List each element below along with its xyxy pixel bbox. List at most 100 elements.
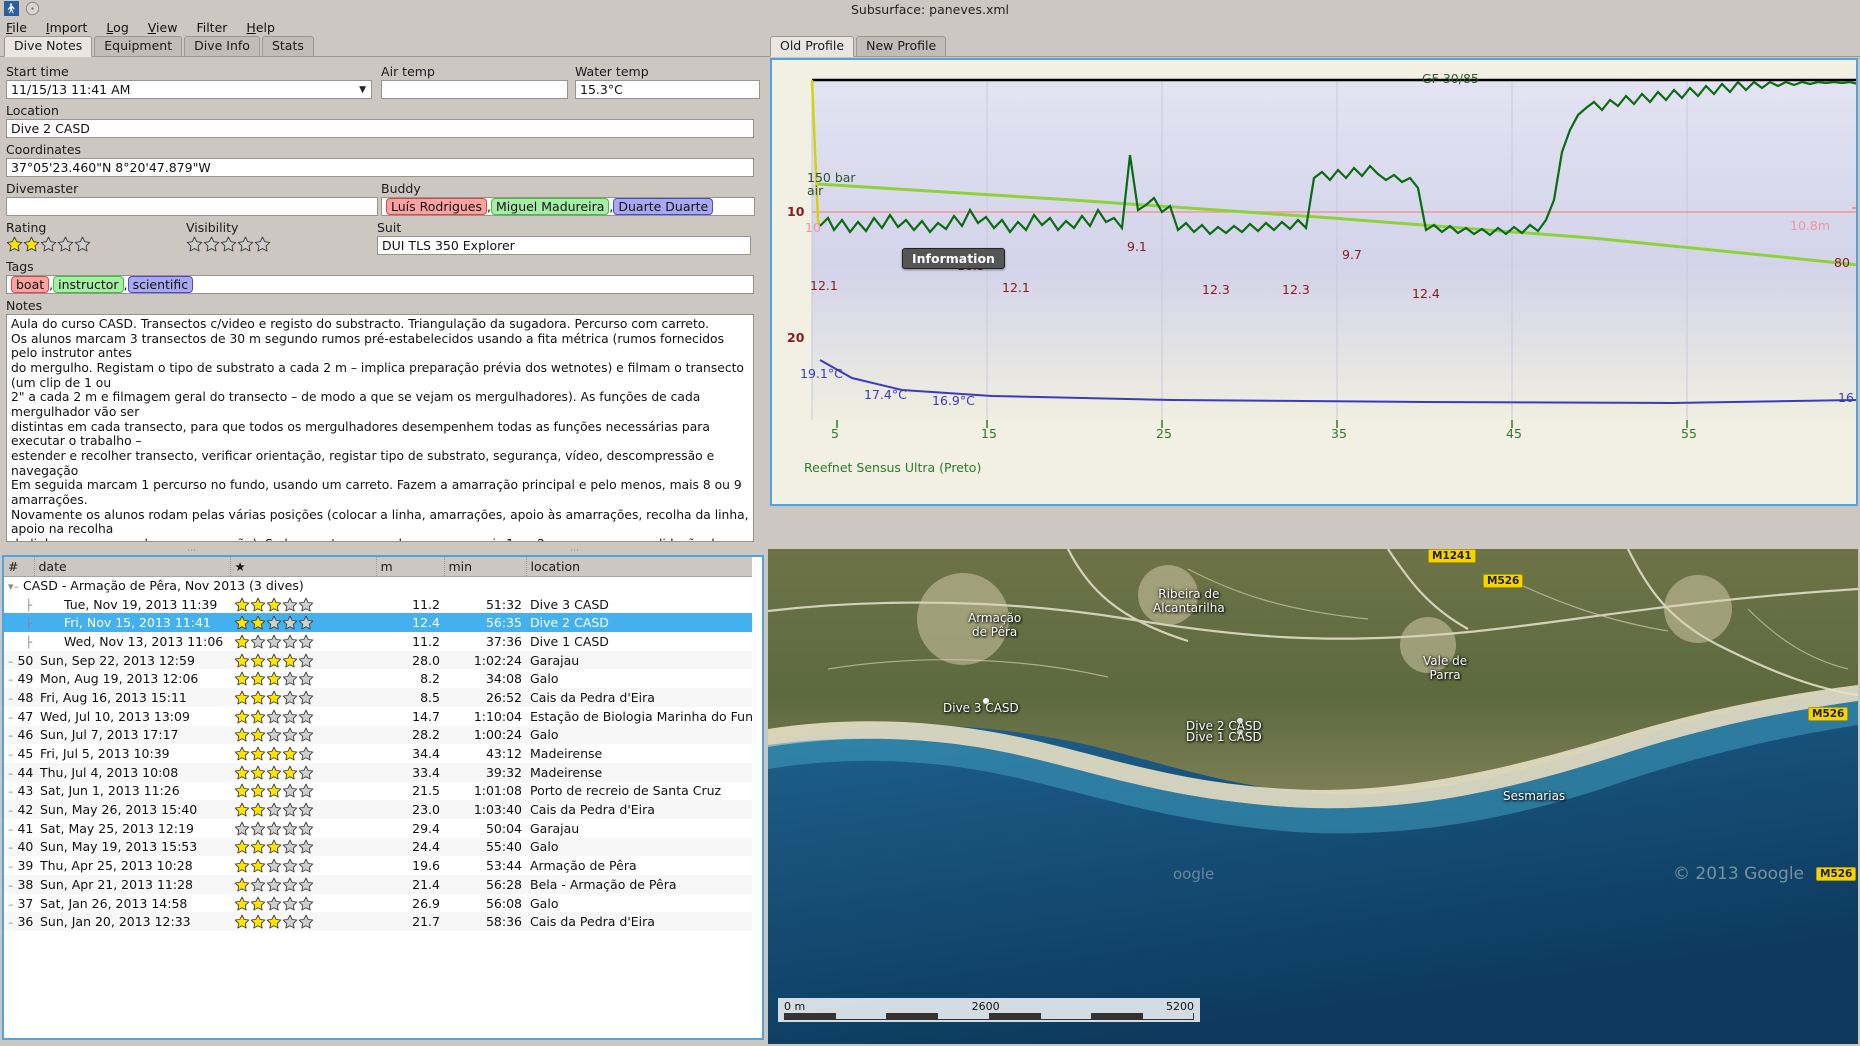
star-icon bbox=[234, 783, 250, 798]
table-row[interactable]: – 39 Thu, Apr 25, 2013 10:28 19.6 53:44 Arma… bbox=[4, 856, 752, 875]
menu-view[interactable]: View bbox=[147, 20, 178, 35]
column-header-duration[interactable]: min bbox=[444, 557, 527, 577]
table-row[interactable]: – 43 Sat, Jun 1, 2013 11:26 21.5 1:01:08 Por… bbox=[4, 782, 752, 801]
row-rating-stars bbox=[234, 839, 372, 854]
chevron-down-icon[interactable]: ▼ bbox=[359, 85, 367, 95]
column-header-number[interactable]: # bbox=[4, 557, 35, 577]
tab-new-profile[interactable]: New Profile bbox=[856, 36, 947, 56]
circle-icon bbox=[25, 1, 40, 16]
star-icon bbox=[282, 727, 298, 742]
table-row[interactable]: – 38 Sun, Apr 21, 2013 11:28 21.4 56:28 Bela… bbox=[4, 875, 752, 894]
table-row[interactable]: – 40 Sun, May 19, 2013 15:53 24.4 55:40 Galo bbox=[4, 837, 752, 857]
menu-import[interactable]: Import bbox=[45, 20, 88, 35]
tab-dive-notes[interactable]: Dive Notes bbox=[4, 36, 93, 57]
table-row[interactable]: – 44 Thu, Jul 4, 2013 10:08 33.4 39:32 Madei… bbox=[4, 762, 752, 782]
star-5[interactable] bbox=[74, 236, 91, 252]
menu-log[interactable]: Log bbox=[106, 20, 129, 35]
cell-location: Cais da Pedra d'Eira bbox=[526, 912, 752, 932]
tag-chip-1[interactable]: instructor bbox=[53, 276, 124, 293]
table-row[interactable]: – 45 Fri, Jul 5, 2013 10:39 34.4 43:12 Madei… bbox=[4, 744, 752, 763]
buddy-chip-2[interactable]: Duarte Duarte bbox=[613, 198, 714, 215]
buddy-input[interactable]: Luís Rodrigues, Miguel Madureira, Duarte D… bbox=[381, 197, 755, 216]
star-icon bbox=[234, 802, 250, 817]
start-time-input[interactable]: 11/15/13 11:41 AM ▼ bbox=[6, 80, 373, 99]
dive-map[interactable]: © 2013 Google oogle Armação de Pêra Ribei… bbox=[768, 549, 1858, 1044]
column-header-depth[interactable]: m bbox=[376, 557, 445, 577]
star-1[interactable] bbox=[6, 236, 23, 252]
star-2[interactable] bbox=[23, 236, 40, 252]
table-row[interactable]: – 48 Fri, Aug 16, 2013 15:11 8.5 26:52 Cais … bbox=[4, 688, 752, 707]
star-5[interactable] bbox=[254, 236, 271, 252]
table-row[interactable]: – 49 Mon, Aug 19, 2013 12:06 8.2 34:08 Galo bbox=[4, 669, 752, 688]
divemaster-label: Divemaster bbox=[6, 181, 79, 196]
expand-chevron-icon[interactable]: ▾– bbox=[8, 580, 20, 594]
table-row[interactable]: – 50 Sun, Sep 22, 2013 12:59 28.0 1:02:24 Ga… bbox=[4, 650, 752, 670]
star-4[interactable] bbox=[237, 236, 254, 252]
tab-stats[interactable]: Stats bbox=[261, 36, 314, 56]
visibility-stars[interactable] bbox=[186, 236, 374, 252]
menu-filter[interactable]: Filter bbox=[196, 20, 228, 35]
tab-dive-info[interactable]: Dive Info bbox=[184, 36, 260, 56]
profile-area: GF 30/85 150 bar air 10 20 10 10.8m 80 1… bbox=[768, 58, 1860, 568]
cell-depth: 29.4 bbox=[412, 820, 440, 836]
column-header-date[interactable]: date bbox=[34, 557, 231, 577]
row-rating-stars bbox=[234, 615, 372, 630]
table-row[interactable]: ├ Fri, Nov 15, 2013 11:41 12.4 56:35 Dive 2… bbox=[4, 613, 752, 633]
star-icon bbox=[250, 765, 266, 780]
tab-old-profile[interactable]: Old Profile bbox=[770, 36, 855, 57]
star-icon bbox=[282, 765, 298, 780]
cell-duration: 58:36 bbox=[444, 912, 526, 932]
star-1[interactable] bbox=[186, 236, 203, 252]
ceiling-small-label: 10 bbox=[805, 220, 821, 235]
row-rating-stars bbox=[234, 821, 372, 836]
star-icon bbox=[298, 653, 314, 668]
map-label-1: Ribeira de Alcantarilha bbox=[1153, 587, 1225, 615]
table-row[interactable]: – 37 Sat, Jan 26, 2013 14:58 26.9 56:08 Galo bbox=[4, 894, 752, 913]
star-3[interactable] bbox=[220, 236, 237, 252]
information-button[interactable]: Information bbox=[902, 248, 1005, 269]
time-tick-45: 45 bbox=[1506, 426, 1522, 441]
tab-equipment[interactable]: Equipment bbox=[94, 36, 183, 56]
location-input[interactable]: Dive 2 CASD bbox=[6, 119, 754, 138]
star-icon bbox=[298, 783, 314, 798]
notes-textarea[interactable]: Aula do curso CASD. Transectos c/video e… bbox=[6, 314, 754, 542]
tag-chip-0[interactable]: boat bbox=[11, 276, 50, 293]
table-row[interactable]: – 47 Wed, Jul 10, 2013 13:09 14.7 1:10:04 Es… bbox=[4, 707, 752, 726]
menu-file[interactable]: File bbox=[6, 20, 27, 35]
right-temp-label: 16 bbox=[1838, 390, 1854, 405]
cell-number: ├ bbox=[4, 595, 34, 614]
map-label-0: Armação de Pêra bbox=[968, 611, 1022, 639]
table-row[interactable]: ├ Wed, Nov 13, 2013 11:06 11.2 37:36 Dive 1… bbox=[4, 632, 752, 651]
dive-group-row[interactable]: ▾– CASD - Armação de Pêra, Nov 2013 (3 d… bbox=[4, 576, 752, 595]
table-row[interactable]: – 46 Sun, Jul 7, 2013 17:17 28.2 1:00:24 Gal… bbox=[4, 725, 752, 745]
suit-input[interactable]: DUI TLS 350 Explorer bbox=[377, 236, 751, 255]
buddy-chip-1[interactable]: Miguel Madureira bbox=[491, 198, 610, 215]
cell-duration: 39:32 bbox=[444, 762, 526, 782]
star-icon bbox=[250, 914, 266, 929]
air-temp-input[interactable] bbox=[381, 80, 568, 99]
column-header-rating[interactable]: ★ bbox=[230, 557, 377, 577]
column-header-location[interactable]: location bbox=[526, 557, 752, 577]
table-row[interactable]: – 36 Sun, Jan 20, 2013 12:33 21.7 58:36 Cais… bbox=[4, 912, 752, 932]
star-3[interactable] bbox=[40, 236, 57, 252]
row-rating-stars bbox=[234, 858, 372, 873]
dive-profile-chart[interactable]: GF 30/85 150 bar air 10 20 10 10.8m 80 1… bbox=[770, 58, 1858, 506]
star-2[interactable] bbox=[203, 236, 220, 252]
coordinates-input[interactable]: 37°05'23.460"N 8°20'47.879"W bbox=[6, 158, 754, 177]
star-4[interactable] bbox=[57, 236, 74, 252]
table-row[interactable]: – 41 Sat, May 25, 2013 12:19 29.4 50:04 Gara… bbox=[4, 819, 752, 838]
splitter-handle[interactable]: ⋯ ⋯ bbox=[187, 545, 579, 556]
menu-help[interactable]: Help bbox=[246, 20, 275, 35]
star-icon bbox=[298, 914, 314, 929]
table-row[interactable]: – 42 Sun, May 26, 2013 15:40 23.0 1:03:40 Ca… bbox=[4, 800, 752, 819]
dive-list-frame[interactable]: # date ★ m min location ▾– CASD - Armaçã… bbox=[2, 555, 764, 1040]
water-temp-input[interactable]: 15.3°C bbox=[575, 80, 760, 99]
table-row[interactable]: ├ Tue, Nov 19, 2013 11:39 11.2 51:32 Dive 3… bbox=[4, 595, 752, 614]
tag-chip-2[interactable]: scientific bbox=[127, 276, 194, 293]
buddy-chip-0[interactable]: Luís Rodrigues bbox=[386, 198, 488, 215]
chip-separator: , bbox=[487, 199, 491, 214]
tags-input[interactable]: boat, instructor, scientific bbox=[6, 275, 754, 294]
rating-stars[interactable] bbox=[6, 236, 186, 252]
divemaster-input[interactable] bbox=[6, 197, 378, 216]
cell-location: Porto de recreio de Santa Cruz bbox=[530, 783, 722, 799]
